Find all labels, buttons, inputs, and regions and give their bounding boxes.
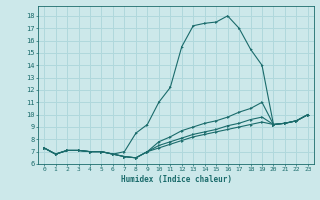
X-axis label: Humidex (Indice chaleur): Humidex (Indice chaleur): [121, 175, 231, 184]
